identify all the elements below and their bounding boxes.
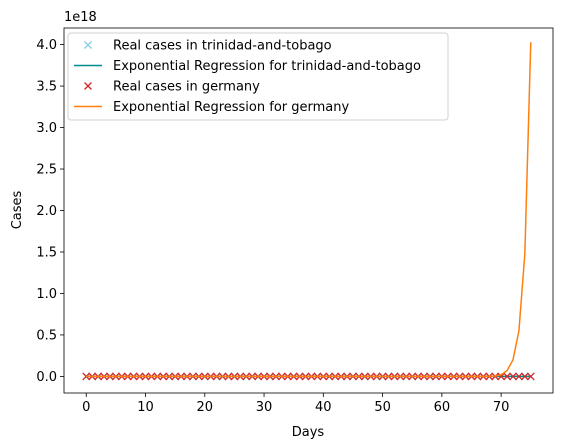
series-2-point-74 <box>520 372 529 381</box>
x-tick-label-4: 40 <box>315 400 332 415</box>
y-tick-label-4: 2.0 <box>36 204 57 219</box>
plot-area: 0 10 20 30 40 50 60 70 0.0 0.5 1.0 1.5 2.0 2.5 3.0 3.5 4… <box>36 27 554 415</box>
series-2-point-0 <box>82 372 91 381</box>
series-2-point-71-stroke-b <box>503 372 512 381</box>
series-2-point-74-stroke-b <box>520 372 529 381</box>
legend-box <box>67 32 449 121</box>
legend-label-3: Exponential Regression for germany <box>113 100 349 115</box>
series-2-point-72-stroke-b <box>509 372 517 381</box>
legend-label-2: Real cases in germany <box>113 80 260 95</box>
legend: Real cases in trinidad-and-tobago Exponen… <box>67 32 449 121</box>
x-tick-label-6: 60 <box>434 400 451 415</box>
y-tick-label-8: 4.0 <box>36 38 57 53</box>
x-axis-label: Days <box>292 425 325 440</box>
series-line-3 <box>86 42 532 378</box>
y-tick-label-0: 0.0 <box>36 370 57 385</box>
y-offset-label: 1e18 <box>64 10 97 25</box>
series-2-point-75 <box>526 372 535 381</box>
series-2-point-70 <box>497 372 506 381</box>
legend-label-1: Exponential Regression for trinidad-and-… <box>113 59 421 74</box>
x-tick-label-3: 30 <box>256 400 273 415</box>
x-tick-label-1: 10 <box>137 400 154 415</box>
y-axis-label: Cases <box>10 190 25 229</box>
series-2-point-71 <box>503 372 512 381</box>
series-2-point-70-stroke-b <box>497 372 506 381</box>
series-2-point-75-stroke-b <box>526 372 535 381</box>
series-2-point-72 <box>509 372 517 381</box>
legend-label-0: Real cases in trinidad-and-tobago <box>113 39 332 54</box>
y-tick-label-3: 1.5 <box>36 245 57 260</box>
x-tick-label-0: 0 <box>82 400 90 415</box>
legend-handle-2 <box>84 82 92 90</box>
series-2-point-73-stroke-b <box>514 372 523 381</box>
y-tick-label-1: 0.5 <box>36 328 57 343</box>
x-tick-label-7: 70 <box>493 400 510 415</box>
x-tick-label-5: 50 <box>374 400 391 415</box>
series-2-point-73 <box>514 372 523 381</box>
legend-handle-0 <box>84 41 92 49</box>
x-tick-label-2: 20 <box>196 400 213 415</box>
y-tick-label-5: 2.5 <box>36 163 57 178</box>
series-2-point-0-stroke-b <box>82 372 91 381</box>
y-tick-label-6: 3.0 <box>36 121 57 136</box>
y-tick-label-2: 1.0 <box>36 287 57 302</box>
legend-handle-2-stroke-b <box>84 82 92 90</box>
legend-handle-0-stroke-b <box>84 41 92 49</box>
y-tick-label-7: 3.5 <box>36 80 57 95</box>
